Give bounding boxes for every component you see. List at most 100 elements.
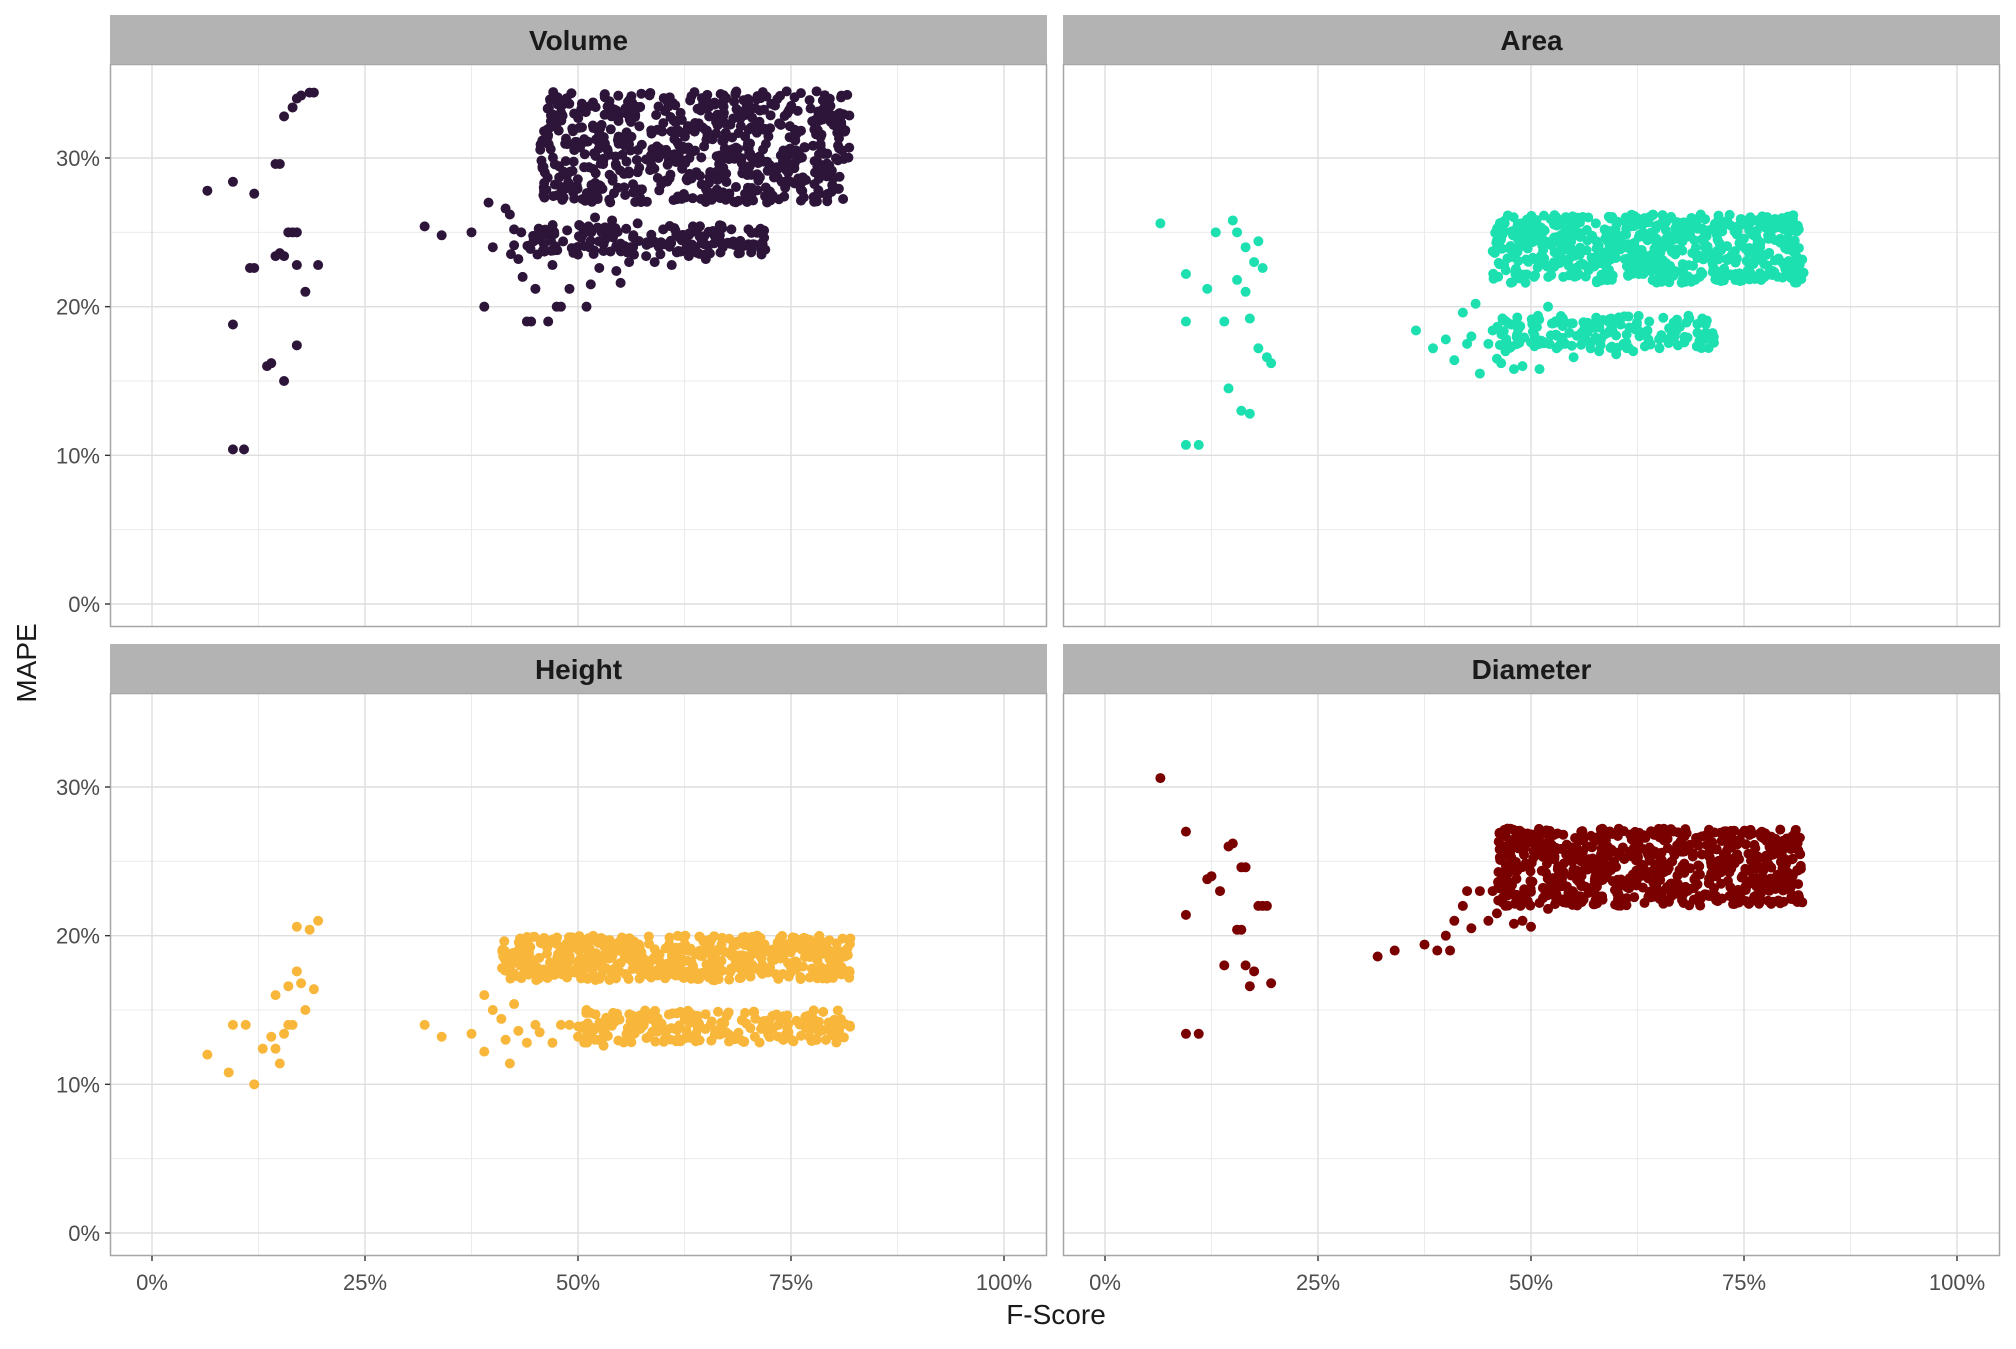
data-point	[266, 358, 277, 369]
data-point	[308, 87, 319, 98]
data-point	[621, 223, 632, 234]
data-point	[729, 1034, 740, 1045]
data-point	[741, 962, 752, 973]
data-point	[1722, 215, 1733, 226]
data-point	[832, 1005, 843, 1016]
data-point	[576, 232, 587, 243]
data-point	[1700, 214, 1711, 225]
data-point	[1693, 840, 1704, 851]
data-point	[1568, 352, 1579, 363]
data-point	[1765, 844, 1776, 855]
data-point	[1536, 335, 1547, 346]
data-point	[522, 931, 533, 942]
data-point	[1240, 960, 1251, 971]
data-point	[672, 952, 683, 963]
y-tick-label: 0%	[68, 1221, 100, 1246]
data-point	[1519, 235, 1530, 246]
data-point	[1512, 312, 1523, 323]
data-point	[519, 955, 530, 966]
data-point	[645, 1013, 656, 1024]
data-point	[1775, 233, 1786, 244]
data-point	[734, 950, 745, 961]
data-point	[1206, 871, 1217, 882]
data-point	[587, 947, 598, 958]
data-point	[817, 95, 828, 106]
data-point	[672, 125, 683, 136]
data-point	[1777, 865, 1788, 876]
data-point	[562, 225, 573, 236]
data-point	[1445, 945, 1456, 956]
data-point	[291, 966, 302, 977]
data-point	[504, 1058, 515, 1069]
data-point	[718, 111, 729, 122]
data-point	[586, 227, 597, 238]
data-point	[549, 159, 560, 170]
data-point	[565, 166, 576, 177]
data-point	[782, 939, 793, 950]
data-point	[1652, 276, 1663, 287]
data-point	[660, 175, 671, 186]
data-point	[1730, 256, 1741, 267]
data-point	[1785, 270, 1796, 281]
data-point	[1724, 890, 1735, 901]
data-point	[808, 140, 819, 151]
data-point	[1558, 271, 1569, 282]
data-point	[593, 136, 604, 147]
data-point	[1557, 332, 1568, 343]
data-point	[777, 969, 788, 980]
data-point	[1240, 862, 1251, 873]
data-point	[1682, 332, 1693, 343]
data-point	[530, 283, 541, 294]
data-point	[1652, 220, 1663, 231]
data-point	[1567, 895, 1578, 906]
data-point	[741, 1018, 752, 1029]
data-point	[539, 178, 550, 189]
data-point	[1232, 274, 1243, 285]
data-point	[274, 158, 285, 169]
data-point	[559, 184, 570, 195]
data-point	[611, 265, 622, 276]
data-point	[1227, 838, 1238, 849]
data-point	[549, 229, 560, 240]
data-point	[748, 239, 759, 250]
data-point	[822, 169, 833, 180]
data-point	[696, 152, 707, 163]
data-point	[833, 133, 844, 144]
data-point	[598, 246, 609, 257]
data-point	[577, 194, 588, 205]
data-point	[1470, 298, 1481, 309]
data-point	[279, 111, 290, 122]
data-point	[1766, 898, 1777, 909]
y-axis-title: MAPE	[11, 623, 42, 702]
data-point	[1257, 263, 1268, 274]
data-point	[689, 87, 700, 98]
data-point	[1701, 327, 1712, 338]
data-point	[746, 247, 757, 258]
data-point	[1621, 900, 1632, 911]
data-point	[568, 156, 579, 167]
data-point	[1483, 915, 1494, 926]
x-tick-label: 0%	[136, 1270, 168, 1295]
facet-strip-label: Height	[535, 654, 622, 685]
data-point	[1594, 322, 1605, 333]
data-point	[625, 954, 636, 965]
data-point	[1508, 212, 1519, 223]
data-point	[641, 1033, 652, 1044]
data-point	[1554, 258, 1565, 269]
data-point	[1543, 903, 1554, 914]
data-point	[1637, 882, 1648, 893]
data-point	[1432, 945, 1443, 956]
data-point	[723, 947, 734, 958]
facet-panel-area: Area	[1062, 15, 2001, 628]
data-point	[818, 1025, 829, 1036]
data-point	[574, 122, 585, 133]
data-point	[1775, 824, 1786, 835]
data-point	[641, 251, 652, 262]
data-point	[691, 1012, 702, 1023]
data-point	[584, 101, 595, 112]
data-point	[818, 1006, 829, 1017]
data-point	[1605, 342, 1616, 353]
data-point	[653, 241, 664, 252]
data-point	[1700, 242, 1711, 253]
data-point	[754, 116, 765, 127]
